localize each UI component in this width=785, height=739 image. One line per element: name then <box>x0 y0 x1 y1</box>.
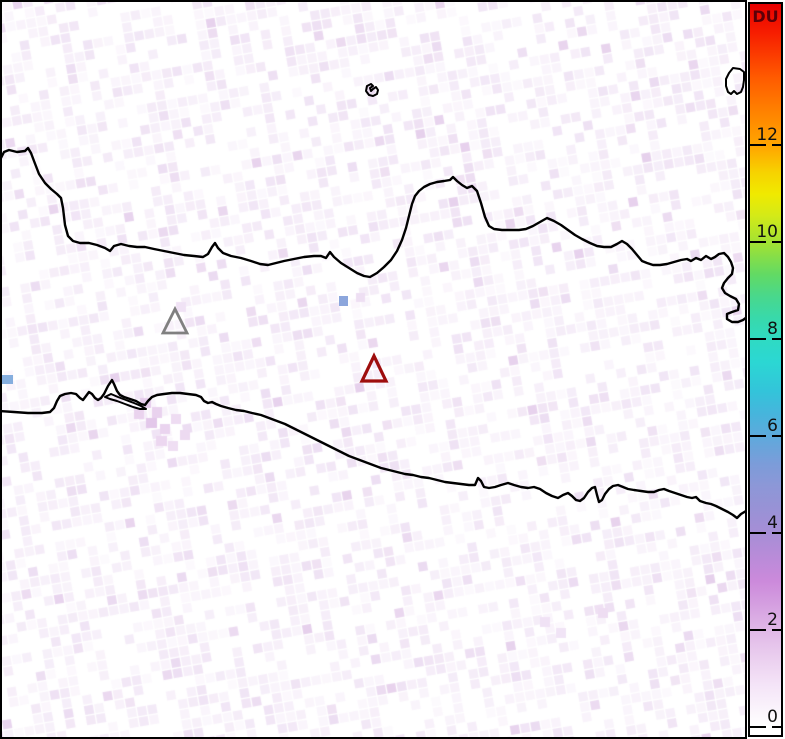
data-pixel <box>2 375 13 384</box>
tick-line <box>772 532 781 534</box>
tick-line <box>772 629 781 631</box>
colorbar-tick-label: 12 <box>756 125 778 145</box>
data-raster-layer <box>2 2 745 737</box>
tick-line <box>772 338 781 340</box>
tick-line <box>750 532 766 534</box>
tick-line <box>772 241 781 243</box>
map-area <box>0 0 747 739</box>
tick-line <box>750 629 766 631</box>
colorbar-tick-label: 10 <box>756 222 778 242</box>
colorbar-tick-label: 6 <box>767 416 778 436</box>
colorbar-tick-label: 8 <box>767 319 778 339</box>
tick-line <box>772 435 781 437</box>
tick-line <box>750 144 766 146</box>
colorbar-unit-label: DU <box>752 7 779 26</box>
colorbar: DU 12 10 8 6 4 2 0 <box>748 2 783 737</box>
tick-line <box>750 435 766 437</box>
data-pixel <box>339 296 348 306</box>
tick-line <box>772 144 781 146</box>
tick-line <box>750 726 766 728</box>
colorbar-tick-label: 0 <box>767 707 778 727</box>
tick-line <box>750 338 766 340</box>
colorbar-tick-label: 2 <box>767 610 778 630</box>
tick-line <box>750 241 766 243</box>
colorbar-tick-label: 4 <box>767 513 778 533</box>
tick-line <box>772 726 781 728</box>
colorbar-gradient <box>750 4 781 735</box>
